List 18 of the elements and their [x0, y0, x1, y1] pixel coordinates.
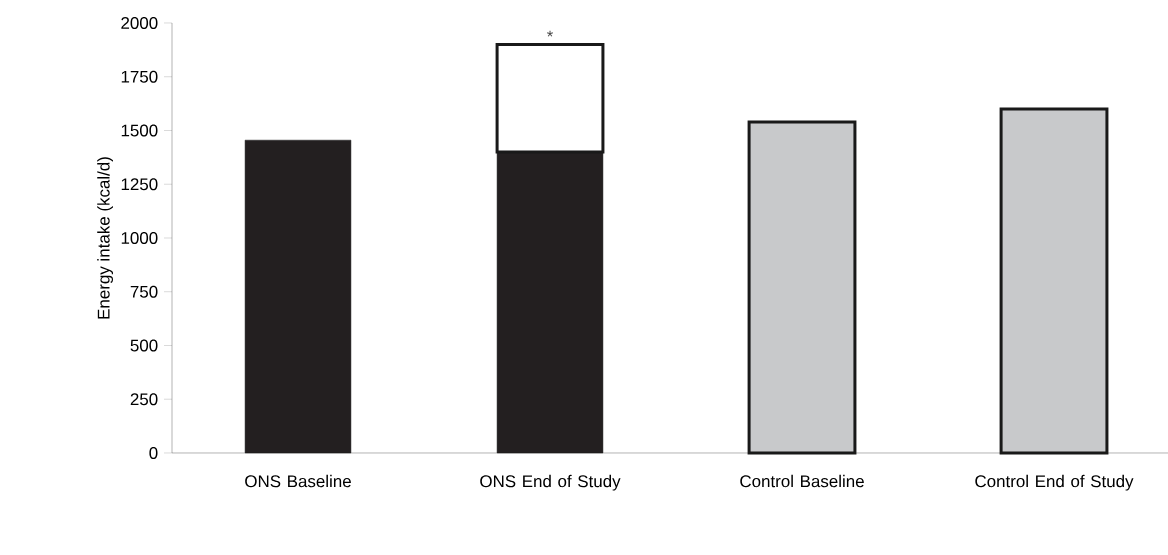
bar: [999, 107, 1109, 455]
x-tick-label: ONS Baseline: [245, 474, 351, 488]
y-tick-label: 1750: [121, 70, 158, 83]
bar: [244, 139, 352, 454]
y-axis-title: Energy intake (kcal/d): [97, 157, 113, 319]
annotation: *: [546, 30, 554, 37]
y-tick-label: 1250: [121, 178, 158, 191]
x-tick-label: ONS End of Study: [480, 474, 621, 491]
y-tick-label: 250: [130, 393, 158, 406]
y-tick-label: 1000: [121, 231, 158, 244]
y-tick-label: 0: [149, 446, 158, 459]
y-tick-label: 2000: [121, 16, 158, 29]
y-tick-label: 1500: [121, 124, 158, 137]
y-tick-label: 500: [130, 339, 158, 352]
bar: [747, 120, 857, 455]
x-tick-label: Control End of Study: [975, 474, 1134, 491]
y-tick-label: 750: [130, 285, 158, 298]
x-tick-label: Control Baseline: [740, 474, 864, 488]
